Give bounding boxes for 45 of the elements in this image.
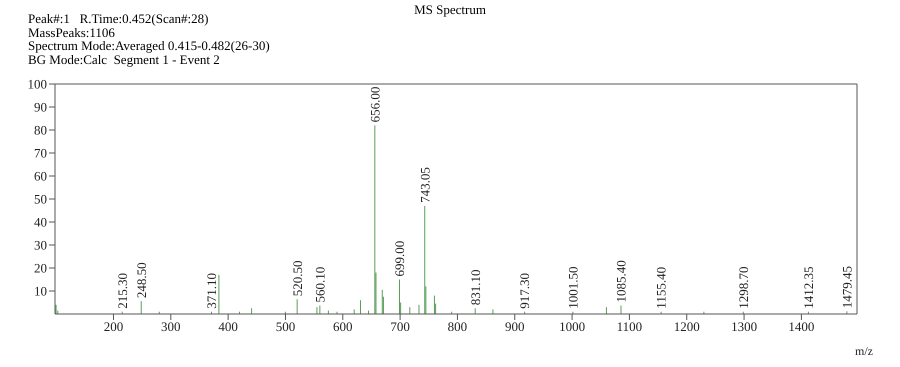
- annotation: 1412.35: [801, 266, 816, 309]
- x-axis-title: m/z: [855, 344, 873, 358]
- y-tick-label: 90: [34, 100, 47, 115]
- x-tick-label: 700: [390, 319, 410, 334]
- x-tick-label: 500: [276, 319, 296, 334]
- annotation: 1085.40: [614, 260, 629, 302]
- annotation: 743.05: [417, 167, 432, 203]
- x-tick-label: 800: [448, 319, 468, 334]
- annotation: 831.10: [468, 270, 483, 306]
- x-tick-label: 600: [333, 319, 353, 334]
- annotation: 520.50: [290, 260, 305, 296]
- annotation: 215.30: [114, 272, 130, 309]
- annotation: 1298.70: [736, 266, 751, 309]
- x-tick-label: 1400: [788, 319, 814, 334]
- x-tick-label: 1300: [731, 319, 758, 334]
- annotation: 248.50: [134, 262, 149, 298]
- x-tick-label: 200: [104, 319, 124, 334]
- y-tick-label: 50: [34, 192, 47, 207]
- x-tick-label: 300: [161, 319, 181, 334]
- y-tick-label: 20: [34, 260, 47, 276]
- y-tick-label: 10: [34, 284, 47, 299]
- x-tick-label: 400: [218, 319, 238, 334]
- y-tick-label: 80: [34, 122, 47, 138]
- y-tick-label: 100: [28, 76, 47, 92]
- x-tick-label: 1200: [674, 319, 700, 334]
- annotation: 656.00: [367, 86, 382, 122]
- annotation: 1155.40: [654, 266, 669, 309]
- y-tick-label: 40: [34, 214, 47, 230]
- annotation: 699.00: [392, 240, 408, 276]
- text: Spectrum Mode:Averaged 0.415-0.482(26-30): [28, 38, 270, 53]
- chart-title: MS Spectrum: [414, 2, 486, 17]
- annotation: 371.10: [204, 272, 220, 309]
- x-tick-label: 1000: [559, 319, 586, 334]
- y-tick-label: 30: [34, 238, 47, 253]
- annotation: 1001.50: [565, 266, 580, 309]
- text: MassPeaks:1106: [28, 24, 115, 40]
- annotation: 560.10: [312, 266, 328, 302]
- text: BG Mode:Calc Segment 1 - Event 2: [28, 52, 220, 66]
- annotation: 1479.45: [839, 266, 854, 308]
- x-tick-label: 1100: [616, 319, 642, 334]
- annotation: 917.30: [517, 272, 532, 309]
- y-tick-label: 60: [34, 168, 47, 184]
- x-tick-label: 900: [505, 319, 525, 334]
- y-tick-label: 70: [34, 146, 47, 161]
- text: Peak#:1 R.Time:0.452(Scan#:28): [28, 11, 210, 26]
